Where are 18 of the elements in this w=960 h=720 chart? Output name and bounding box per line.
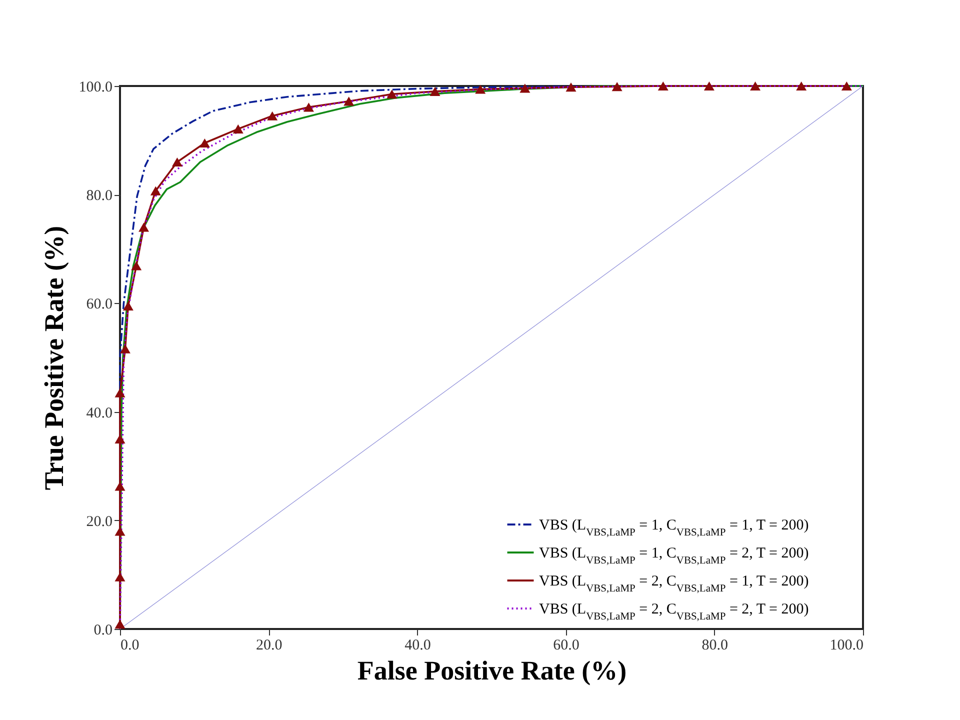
legend-label: VBS (L$_{VBS,LaMP}$ = 1, C$_{VBS,LaMP}$ = 2, T = 200): [539, 546, 809, 566]
y-tick-label: 20.0: [86, 514, 112, 530]
x-axis-title: False Positive Rate (%): [357, 656, 627, 686]
x-tick-label: 60.0: [553, 638, 580, 654]
x-tick-label: 100.0: [830, 638, 864, 654]
x-tick-label: 20.0: [256, 638, 282, 654]
x-tick-label: 40.0: [404, 638, 431, 654]
legend-label: VBS (L$_{VBS,LaMP}$ = 2, C$_{VBS,LaMP}$ = 1, T = 200): [539, 574, 809, 594]
legend-label: VBS (L$_{VBS,LaMP}$ = 1, C$_{VBS,LaMP}$ = 1, T = 200): [539, 518, 809, 538]
y-tick-label: 40.0: [86, 405, 112, 422]
y-axis-title: True Positive Rate (%): [38, 226, 69, 490]
y-tick-label: 60.0: [86, 296, 112, 313]
y-tick-label: 100.0: [78, 80, 112, 96]
y-tick-label: 0.0: [94, 622, 112, 638]
legend-label: VBS (L$_{VBS,LaMP}$ = 2, C$_{VBS,LaMP}$ = 2, T = 200): [539, 602, 809, 622]
y-tick-label: 80.0: [86, 188, 112, 204]
x-tick-label: 80.0: [702, 638, 728, 654]
x-tick-label: 0.0: [120, 638, 140, 654]
